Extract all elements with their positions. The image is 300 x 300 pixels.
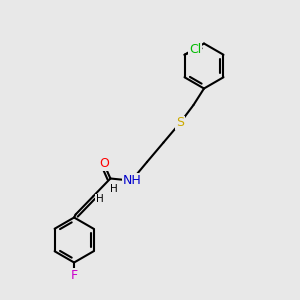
Text: Cl: Cl bbox=[189, 43, 201, 56]
Text: NH: NH bbox=[123, 173, 141, 187]
Text: S: S bbox=[176, 116, 184, 130]
Text: H: H bbox=[96, 194, 104, 205]
Text: F: F bbox=[70, 268, 78, 282]
Text: H: H bbox=[110, 184, 117, 194]
Text: O: O bbox=[99, 157, 109, 170]
